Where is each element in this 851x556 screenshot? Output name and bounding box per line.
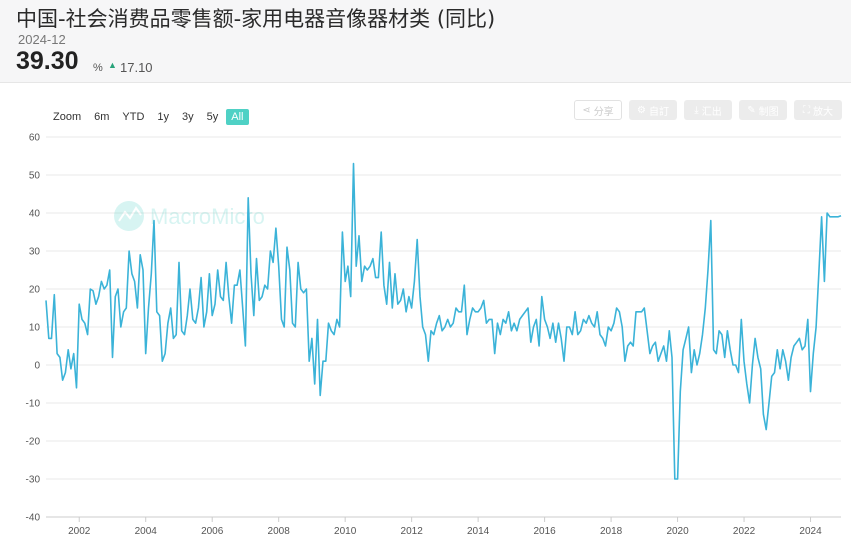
- x-tick-label: 2020: [666, 526, 689, 537]
- customize-label: 自訂: [648, 106, 669, 118]
- export-button[interactable]: ⤓ 汇出: [684, 100, 732, 120]
- triangle-up-icon: ▲: [108, 60, 117, 70]
- x-tick-label: 2002: [68, 526, 91, 537]
- y-tick-label: 30: [29, 247, 41, 258]
- zoom-label: Zoom: [53, 111, 82, 123]
- y-tick-label: -40: [26, 513, 41, 524]
- zoom-6m-button[interactable]: 6m: [94, 111, 110, 123]
- customize-button[interactable]: ⚙ 自訂: [629, 100, 677, 120]
- y-tick-label: -10: [26, 399, 41, 410]
- page-title: 中国-社会消费品零售额-家用电器音像器材类 (同比): [16, 7, 496, 31]
- latest-value: 39.30: [16, 47, 79, 75]
- x-tick-label: 2012: [401, 526, 424, 537]
- y-tick-label: 20: [29, 285, 41, 296]
- watermark-text: MacroMicro: [150, 204, 265, 229]
- zoom-ytd-button[interactable]: YTD: [122, 111, 145, 123]
- zoom-1y-button[interactable]: 1y: [157, 111, 170, 123]
- x-axis: 2002 2004 2006 2008 2010 2012 2014 2016 2018 2020…: [46, 516, 841, 537]
- zoom-3y-button[interactable]: 3y: [182, 111, 194, 123]
- fullscreen-label: 放大: [813, 106, 833, 118]
- x-tick-label: 2006: [201, 526, 224, 537]
- y-tick-label: -30: [26, 475, 41, 486]
- zoom-bar: Zoom 6m YTD 1y 3y 5y All: [48, 108, 252, 126]
- watermark: MacroMicro: [114, 201, 265, 231]
- series-line: [45, 162, 842, 480]
- x-tick-label: 2004: [135, 526, 158, 537]
- zoom-5y-button[interactable]: 5y: [206, 111, 219, 123]
- header: 中国-社会消费品零售额-家用电器音像器材类 (同比) 2024-12 39.30…: [0, 0, 851, 83]
- share-icon: ⋖: [582, 104, 591, 116]
- change-value: 17.10: [120, 60, 153, 75]
- y-tick-label: -20: [26, 437, 41, 448]
- draw-button[interactable]: ✎ 制图: [739, 100, 787, 120]
- draw-label: 制图: [758, 106, 779, 118]
- x-tick-label: 2008: [268, 526, 291, 537]
- fullscreen-button[interactable]: ⛶ 放大: [794, 100, 842, 120]
- macromicro-logo-icon: [114, 201, 144, 231]
- x-tick-label: 2018: [600, 526, 623, 537]
- gear-icon: ⚙: [637, 104, 646, 116]
- x-tick-label: 2022: [733, 526, 756, 537]
- share-label: 分享: [593, 106, 614, 118]
- x-tick-label: 2024: [799, 526, 822, 537]
- zoom-all-button[interactable]: All: [226, 109, 249, 125]
- y-axis: 60 50 40 30 20 10 0 -10 -20 -30 -40: [26, 133, 41, 524]
- y-tick-label: 10: [29, 323, 41, 334]
- logo-mark: [118, 206, 142, 222]
- y-tick-label: 40: [29, 209, 41, 220]
- pencil-icon: ✎: [747, 104, 756, 116]
- expand-icon: ⛶: [803, 104, 810, 116]
- y-tick-label: 50: [29, 171, 41, 182]
- toolbar: ⋖ 分享 ⚙ 自訂 ⤓ 汇出 ✎ 制图 ⛶ 放大: [574, 100, 842, 120]
- share-button[interactable]: ⋖ 分享: [574, 100, 622, 120]
- latest-date: 2024-12: [18, 32, 66, 47]
- x-tick-label: 2016: [533, 526, 556, 537]
- export-label: 汇出: [701, 106, 722, 118]
- download-icon: ⤓: [694, 104, 699, 116]
- x-tick-label: 2014: [467, 526, 490, 537]
- value-unit: %: [93, 62, 103, 74]
- y-tick-label: 0: [34, 361, 40, 372]
- y-tick-label: 60: [29, 133, 41, 144]
- chart-grid: [46, 136, 841, 518]
- x-tick-label: 2010: [334, 526, 357, 537]
